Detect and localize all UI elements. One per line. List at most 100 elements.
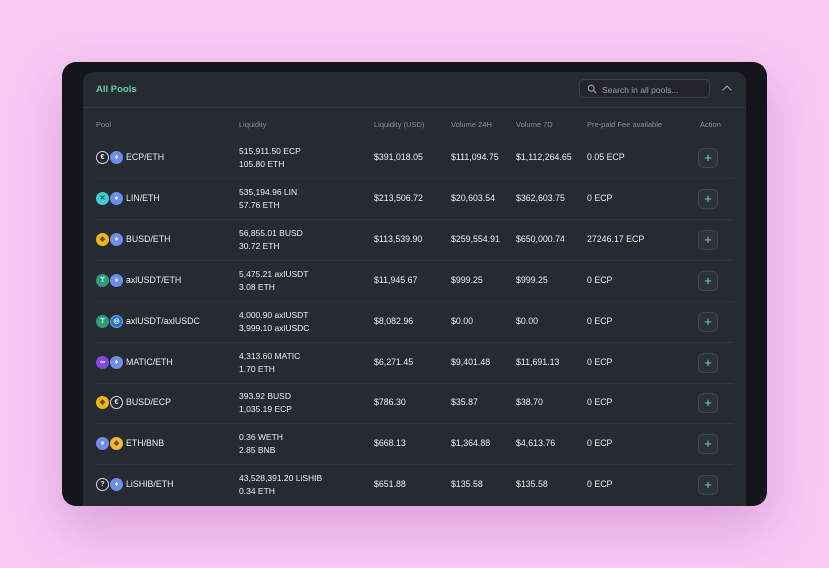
liquidity-amounts: 4,000.90 axlUSDT 3,999.10 axlUSDC [239, 309, 309, 335]
volume-7d: $0.00 [516, 315, 539, 326]
table-row: ? ♦ LiSHIB/ETH 43,528,391.20 LiSHIB 0.34… [83, 465, 746, 506]
add-liquidity-button[interactable]: + [698, 270, 718, 291]
liquidity-token-a: 393.92 BUSD [239, 391, 291, 402]
table-header: Pool Liquidity Liquidity (USD) Volume 24… [83, 120, 746, 132]
table-row: ∞ ♦ MATIC/ETH 4,313.60 MATIC 1.70 ETH $6… [83, 343, 746, 384]
search-box[interactable] [579, 79, 710, 98]
pool-name: MATIC/ETH [126, 356, 173, 367]
prepaid-fee: 0 ECP [587, 315, 613, 326]
column-header-prepaid-fee: Pre-paid Fee available [587, 120, 663, 129]
add-liquidity-button[interactable]: + [698, 475, 718, 496]
liquidity-amounts: 0.36 WETH 2.85 BNB [239, 431, 283, 457]
liquidity-token-b: 30.72 ETH [239, 240, 280, 251]
liquidity-usd: $668.13 [374, 438, 406, 449]
liquidity-usd: $651.88 [374, 479, 406, 490]
volume-7d: $11,691.13 [516, 356, 560, 367]
usdc-icon: ◎ [110, 314, 123, 328]
liquidity-token-b: 2.85 BNB [239, 445, 276, 456]
volume-24h: $0.00 [451, 315, 474, 326]
pool-name: BUSD/ETH [126, 233, 171, 244]
liquidity-amounts: 43,528,391.20 LiSHIB 0.34 ETH [239, 472, 322, 498]
search-input[interactable] [600, 82, 708, 97]
table-row: T ◎ axlUSDT/axlUSDC 4,000.90 axlUSDT 3,9… [83, 302, 746, 343]
liquidity-amounts: 393.92 BUSD 1,035.19 ECP [239, 390, 292, 416]
add-liquidity-button[interactable]: + [698, 393, 718, 414]
volume-7d: $4,613.76 [516, 438, 556, 449]
column-header-volume-24h: Volume 24H [451, 120, 492, 129]
panel-header: All Pools [83, 72, 746, 108]
eth-icon: ♦ [110, 151, 123, 164]
eth-icon: ♦ [110, 191, 123, 205]
liquidity-token-a: 56,855.01 BUSD [239, 227, 303, 238]
column-header-pool: Pool [96, 120, 112, 129]
add-liquidity-button[interactable]: + [698, 229, 718, 250]
volume-24h: $9,401.48 [451, 356, 491, 367]
add-liquidity-button[interactable]: + [698, 311, 718, 332]
liquidity-amounts: 5,475.21 axlUSDT 3.08 ETH [239, 268, 308, 294]
panel-title: All Pools [96, 84, 137, 95]
liquidity-usd: $391,018.05 [374, 152, 423, 162]
table-row: € ♦ ECP/ETH 515,911.50 ECP 105.80 ETH $3… [83, 138, 746, 179]
unknown-token-icon: ? [96, 478, 109, 492]
eth-icon: ♦ [110, 355, 123, 369]
volume-7d: $1,112,264.65 [516, 152, 572, 162]
liquidity-token-b: 3.08 ETH [239, 281, 275, 292]
column-header-volume-7d: Volume 7D [516, 120, 553, 129]
column-header-action: Action [700, 120, 721, 129]
liquidity-token-a: 535,194.96 LIN [239, 186, 298, 197]
prepaid-fee: 27246.17 ECP [587, 233, 645, 244]
usdt-icon: T [96, 314, 109, 328]
volume-24h: $35.87 [451, 397, 478, 408]
ecp-icon: € [96, 151, 109, 164]
liquidity-token-a: 43,528,391.20 LiSHIB [239, 473, 323, 484]
table-row: T ♦ axlUSDT/ETH 5,475.21 axlUSDT 3.08 ET… [83, 261, 746, 302]
eth-icon: ♦ [110, 232, 123, 246]
pool-name: axlUSDT/ETH [126, 274, 182, 285]
liquidity-token-a: 515,911.50 ECP [239, 146, 301, 156]
volume-7d: $135.58 [516, 479, 548, 490]
column-header-liquidity-usd: Liquidity (USD) [374, 120, 425, 129]
busd-icon: ◈ [96, 396, 109, 410]
liquidity-usd: $213,506.72 [374, 192, 423, 203]
volume-24h: $259,554.91 [451, 233, 500, 244]
prepaid-fee: 0 ECP [587, 479, 613, 490]
table-row: ✕ ♦ LIN/ETH 535,194.96 LIN 57.76 ETH $21… [83, 179, 746, 220]
volume-24h: $999.25 [451, 274, 483, 285]
prepaid-fee: 0 ECP [587, 438, 613, 449]
add-liquidity-button[interactable]: + [698, 434, 718, 455]
eth-icon: ♦ [110, 273, 123, 287]
table-row: ◈ € BUSD/ECP 393.92 BUSD 1,035.19 ECP $7… [83, 383, 746, 425]
chevron-up-icon[interactable] [721, 83, 733, 93]
volume-7d: $38.70 [516, 397, 543, 408]
pools-panel: All Pools Pool Liquidity Liquidity (USD)… [83, 72, 746, 506]
pool-name: LiSHIB/ETH [126, 479, 174, 490]
add-liquidity-button[interactable]: + [698, 188, 718, 209]
prepaid-fee: 0.05 ECP [587, 152, 625, 162]
liquidity-usd: $6,271.45 [374, 356, 414, 367]
liquidity-token-b: 3,999.10 axlUSDC [239, 322, 310, 333]
liquidity-token-a: 4,313.60 MATIC [239, 350, 301, 361]
liquidity-usd: $8,082.96 [374, 315, 414, 326]
add-liquidity-button[interactable]: + [698, 352, 718, 373]
matic-icon: ∞ [96, 355, 109, 369]
liquidity-token-b: 1.70 ETH [239, 363, 275, 374]
add-liquidity-button[interactable]: + [698, 148, 718, 168]
app-window: All Pools Pool Liquidity Liquidity (USD)… [62, 62, 767, 506]
liquidity-token-b: 57.76 ETH [239, 199, 280, 210]
liquidity-amounts: 56,855.01 BUSD 30.72 ETH [239, 227, 303, 253]
pool-name: axlUSDT/axlUSDC [126, 315, 200, 326]
table-row: ♦ ◆ ETH/BNB 0.36 WETH 2.85 BNB $668.13 $… [83, 424, 746, 466]
liquidity-amounts: 4,313.60 MATIC 1.70 ETH [239, 350, 300, 376]
eth-icon: ♦ [110, 478, 123, 492]
volume-7d: $999.25 [516, 274, 548, 285]
table-row: ◈ ♦ BUSD/ETH 56,855.01 BUSD 30.72 ETH $1… [83, 220, 746, 261]
search-icon [587, 84, 597, 94]
liquidity-amounts: 535,194.96 LIN 57.76 ETH [239, 186, 297, 212]
pool-name: LIN/ETH [126, 192, 160, 203]
prepaid-fee: 0 ECP [587, 192, 613, 203]
bnb-icon: ◆ [110, 437, 123, 451]
column-header-liquidity: Liquidity [239, 120, 267, 129]
liquidity-amounts: 515,911.50 ECP 105.80 ETH [239, 145, 301, 171]
volume-7d: $650,000.74 [516, 233, 565, 244]
lin-icon: ✕ [96, 191, 109, 205]
